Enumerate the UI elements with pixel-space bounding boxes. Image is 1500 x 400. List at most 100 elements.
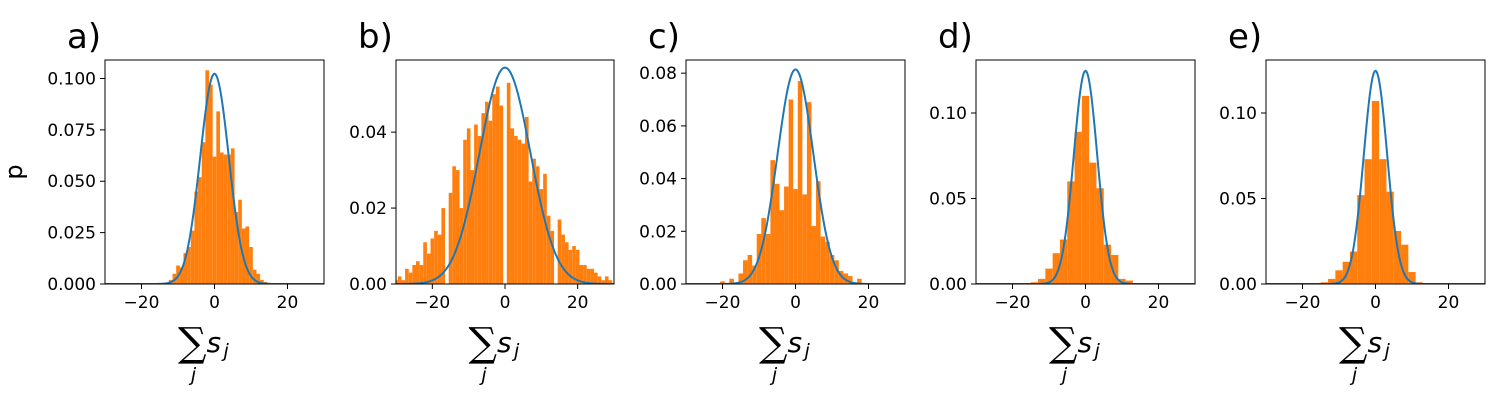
histogram-bar [216, 111, 220, 284]
histogram-bar [1096, 188, 1104, 284]
subplot-2: −20 0 20 0.00 0.02 0.04 b) ∑ s j j [349, 17, 615, 386]
panel-label: e) [1228, 17, 1262, 57]
histogram-bar [245, 226, 250, 284]
histogram-bar [528, 181, 533, 284]
y-axis-label: p [0, 164, 28, 179]
histogram-bar [601, 280, 605, 284]
y-tick-label: 0.025 [47, 224, 96, 244]
histogram-bar [260, 279, 264, 284]
histogram-bar [539, 189, 544, 284]
histogram-bar [594, 272, 598, 284]
histogram-bar [604, 276, 609, 284]
histogram-bar [408, 272, 413, 284]
histogram-bar [423, 242, 427, 284]
x-tick-label: 0 [209, 293, 220, 313]
histogram-bar [532, 158, 536, 284]
histogram-bar [788, 99, 794, 284]
histogram-bar [227, 154, 231, 284]
histogram-bar [499, 105, 504, 284]
sum-index-label: j [769, 364, 778, 386]
histogram-bar [561, 234, 565, 284]
x-tick-label: −20 [1285, 293, 1321, 313]
histogram-bar [1328, 278, 1336, 284]
histogram-bar [448, 192, 453, 284]
histogram-bar [1335, 270, 1343, 284]
panel-label: a) [67, 17, 101, 57]
x-tick-label: −20 [124, 293, 160, 313]
histogram-bar [452, 166, 456, 284]
histogram-bar [477, 135, 482, 284]
histogram-bar [1111, 254, 1119, 284]
x-label-variable: s [788, 326, 803, 359]
histogram-bar [510, 128, 515, 284]
histogram-bar [793, 189, 798, 284]
histogram-bar [441, 208, 446, 284]
x-label-variable: s [1078, 326, 1093, 359]
histogram-bar [1059, 239, 1068, 284]
histogram-bar [470, 170, 475, 284]
histogram-bar [459, 208, 464, 284]
histogram-bar [437, 234, 442, 284]
x-tick-label: 20 [1438, 293, 1460, 313]
histogram-bar [495, 86, 500, 284]
x-label-subscript: j [511, 340, 520, 362]
plot-area [976, 69, 1195, 284]
histogram-bar [797, 81, 803, 284]
histogram-bar [426, 253, 431, 284]
x-label-variable: s [497, 326, 512, 359]
histogram-bar [517, 139, 522, 284]
histogram-bar [514, 135, 518, 284]
histogram-bar [230, 148, 235, 284]
histogram-bar [1074, 131, 1082, 284]
histogram-bar [738, 273, 744, 284]
y-tick-label: 0.050 [47, 172, 96, 192]
x-axis-label: ∑ s j j [759, 320, 811, 386]
plot-area [396, 66, 614, 284]
y-tick-label: 0.02 [349, 199, 387, 219]
x-tick-label: −20 [995, 293, 1031, 313]
histogram-bar [506, 82, 511, 284]
sum-symbol: ∑ [178, 320, 207, 366]
histogram-bar [485, 101, 489, 284]
subplot-1: −20 0 20 0.000 0.025 0.050 0.075 0.100 a) p ∑ s j j [0, 17, 325, 386]
histogram-bar [249, 247, 253, 284]
histogram-bar [401, 280, 406, 284]
histogram-bar [543, 173, 547, 284]
x-label-subscript: j [1382, 340, 1391, 362]
histogram-bar [463, 139, 467, 284]
sum-symbol: ∑ [759, 320, 788, 366]
y-tick-label: 0.04 [639, 170, 677, 190]
histogram-bar [811, 226, 817, 284]
x-tick-label: 0 [500, 293, 511, 313]
histogram-bar [535, 166, 540, 284]
x-tick-label: −20 [414, 293, 450, 313]
histogram-bar [187, 247, 191, 284]
histogram-bar [524, 116, 529, 284]
y-tick-label: 0.075 [47, 121, 96, 141]
histogram-bar [546, 215, 551, 284]
histogram-bar [198, 177, 202, 284]
x-axis-label: ∑ s j j [178, 320, 230, 386]
histogram-bar [720, 281, 725, 284]
histogram-bar [1371, 101, 1380, 284]
y-tick-label: 0.10 [1219, 104, 1257, 124]
histogram-bar [572, 246, 576, 284]
histogram-bar [1408, 272, 1416, 284]
y-tick-label: 0.100 [47, 69, 96, 89]
histogram-bar [590, 268, 595, 284]
y-tick-label: 0.06 [639, 117, 677, 137]
panel-label: d) [938, 17, 973, 57]
histogram-bar [575, 249, 580, 284]
histogram-bar [481, 113, 486, 284]
histogram-bar [806, 102, 812, 284]
histogram-bar [557, 219, 562, 284]
histogram-bar [829, 255, 835, 284]
histogram-bar [1364, 159, 1372, 284]
y-tick-label: 0.00 [929, 275, 967, 295]
histogram-bar [223, 154, 228, 284]
histogram-bar [183, 253, 188, 284]
sum-index-label: j [188, 364, 197, 386]
histogram-bar [752, 265, 757, 284]
histogram-bar [412, 265, 416, 284]
histogram-bar [521, 143, 525, 284]
